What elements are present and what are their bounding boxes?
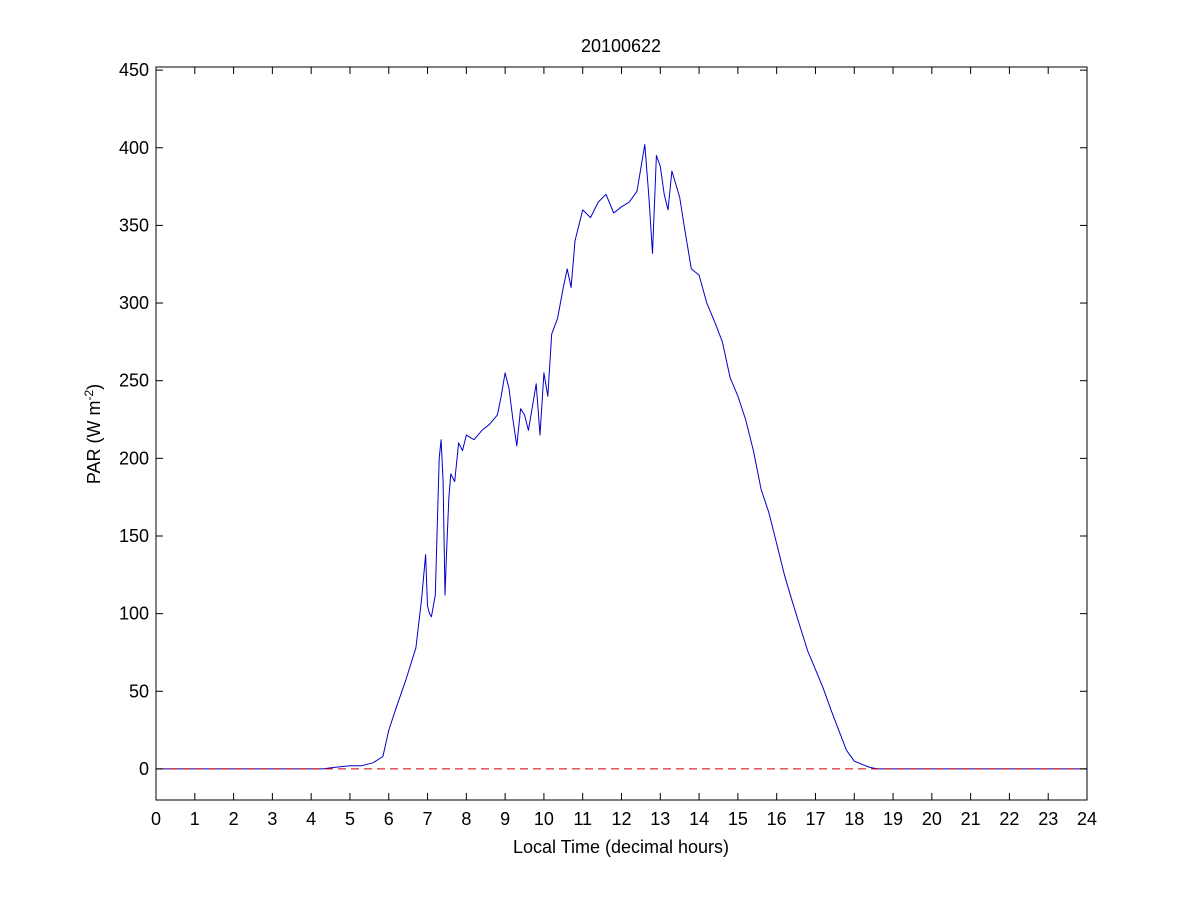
x-axis: 0 1 2 3 4 5 6 7 8 9 10 11 12 13 14 15 16 17 18 19 20 21 22 23 24 xyxy=(151,67,1097,829)
x-tick-label: 24 xyxy=(1077,809,1097,829)
series-line-0 xyxy=(156,144,1087,770)
x-tick-label: 21 xyxy=(961,809,981,829)
x-tick-label: 7 xyxy=(423,809,433,829)
x-tick-label: 4 xyxy=(306,809,316,829)
y-axis-label: PAR (W m-2) xyxy=(82,384,104,484)
x-tick-label: 22 xyxy=(999,809,1019,829)
y-axis-label-main: PAR (W m xyxy=(84,401,104,485)
y-axis-label-close: ) xyxy=(84,384,104,390)
y-tick-label: 100 xyxy=(119,604,149,624)
y-tick-label: 200 xyxy=(119,448,149,468)
y-tick-label: 250 xyxy=(119,371,149,391)
x-tick-label: 20 xyxy=(922,809,942,829)
x-tick-label: 10 xyxy=(534,809,554,829)
x-tick-label: 2 xyxy=(229,809,239,829)
x-tick-label: 0 xyxy=(151,809,161,829)
x-tick-label: 6 xyxy=(384,809,394,829)
y-tick-label: 450 xyxy=(119,60,149,80)
x-tick-label: 23 xyxy=(1038,809,1058,829)
chart-title: 20100622 xyxy=(581,36,661,56)
x-tick-label: 3 xyxy=(267,809,277,829)
x-tick-label: 17 xyxy=(805,809,825,829)
x-tick-label: 9 xyxy=(500,809,510,829)
x-tick-label: 12 xyxy=(611,809,631,829)
x-tick-label: 8 xyxy=(461,809,471,829)
x-tick-label: 1 xyxy=(190,809,200,829)
y-tick-label: 0 xyxy=(139,759,149,779)
x-tick-label: 16 xyxy=(767,809,787,829)
y-tick-label: 50 xyxy=(129,681,149,701)
x-tick-label: 18 xyxy=(844,809,864,829)
x-tick-label: 14 xyxy=(689,809,709,829)
plot-area xyxy=(156,144,1087,770)
x-tick-label: 15 xyxy=(728,809,748,829)
y-tick-label: 300 xyxy=(119,293,149,313)
x-tick-label: 11 xyxy=(573,809,592,829)
x-tick-label: 13 xyxy=(650,809,670,829)
y-axis: 0 50 100 150 200 250 300 350 400 450 xyxy=(119,60,1087,779)
y-tick-label: 350 xyxy=(119,215,149,235)
y-tick-label: 150 xyxy=(119,526,149,546)
x-axis-label: Local Time (decimal hours) xyxy=(513,837,729,857)
y-axis-label-superscript: -2 xyxy=(82,390,96,401)
y-tick-label: 400 xyxy=(119,138,149,158)
x-tick-label: 19 xyxy=(883,809,903,829)
x-tick-label: 5 xyxy=(345,809,355,829)
